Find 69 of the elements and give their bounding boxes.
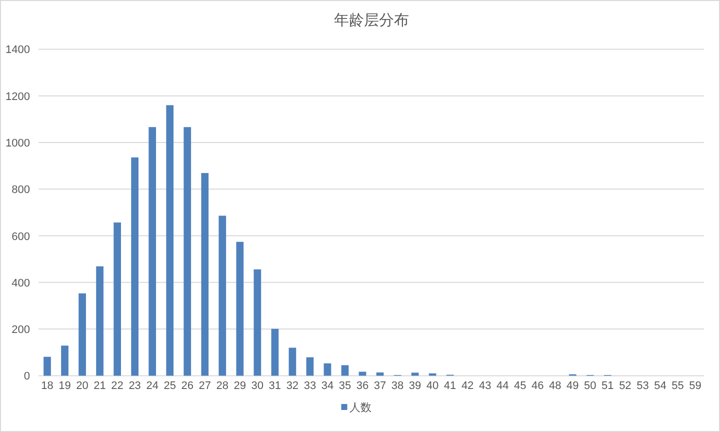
bar xyxy=(114,222,121,376)
y-tick-label: 600 xyxy=(12,230,30,243)
x-tick-label: 21 xyxy=(94,380,106,392)
x-tick-label: 26 xyxy=(181,380,194,392)
bar xyxy=(201,173,209,376)
x-tick-label: 53 xyxy=(636,380,649,392)
y-tick-label: 1200 xyxy=(6,90,30,103)
bar xyxy=(218,216,226,376)
x-tick-label: 52 xyxy=(619,380,632,392)
bar xyxy=(148,127,156,376)
y-tick-label: 400 xyxy=(12,277,30,290)
bar xyxy=(271,328,279,376)
x-tick-label: 46 xyxy=(532,380,544,392)
x-tick-label: 20 xyxy=(76,380,88,392)
bar xyxy=(78,293,86,376)
y-tick-label: 0 xyxy=(24,370,30,383)
bar xyxy=(61,346,68,376)
x-tick-label: 42 xyxy=(461,380,474,392)
x-tick-label: 41 xyxy=(444,380,456,392)
x-tick-label: 25 xyxy=(164,380,176,392)
bar xyxy=(236,242,244,376)
legend-label: 人数 xyxy=(349,402,372,414)
x-tick-label: 34 xyxy=(321,380,334,392)
x-tick-label: 38 xyxy=(391,380,404,392)
x-tick-label: 18 xyxy=(41,380,54,392)
y-tick-label: 800 xyxy=(12,184,30,196)
bar xyxy=(306,357,314,376)
x-tick-label: 55 xyxy=(672,380,684,392)
x-tick-label: 24 xyxy=(146,380,158,392)
bar xyxy=(358,372,366,376)
x-tick-label: 50 xyxy=(584,380,596,392)
x-tick-label: 32 xyxy=(286,380,299,392)
x-tick-label: 37 xyxy=(374,380,386,392)
y-tick-label: 1000 xyxy=(6,137,30,150)
x-tick-label: 33 xyxy=(304,380,316,392)
x-tick-label: 28 xyxy=(216,380,229,392)
x-tick-label: 44 xyxy=(496,380,509,392)
x-tick-label: 43 xyxy=(478,380,492,392)
bar xyxy=(184,127,192,376)
x-tick-label: 35 xyxy=(338,380,352,392)
bar xyxy=(96,266,104,376)
x-tick-label: 40 xyxy=(426,380,439,392)
x-tick-label: 22 xyxy=(111,380,124,392)
x-tick-label: 59 xyxy=(689,380,702,392)
x-tick-label: 36 xyxy=(356,380,369,392)
x-tick-label: 51 xyxy=(602,380,614,392)
legend: 人数 xyxy=(341,402,372,414)
y-tick-label: 1400 xyxy=(6,44,30,56)
x-tick-label: 54 xyxy=(654,380,666,392)
x-tick-label: 27 xyxy=(198,380,211,392)
x-tick-label: 45 xyxy=(514,380,526,392)
bar xyxy=(131,157,138,376)
chart-title: 年龄层分布 xyxy=(334,12,409,29)
x-tick-label: 23 xyxy=(128,380,141,392)
x-tick-label: 29 xyxy=(234,380,246,392)
bar xyxy=(341,365,349,376)
bar xyxy=(411,372,419,376)
bar xyxy=(288,348,296,376)
x-tick-label: 31 xyxy=(268,380,282,392)
x-tick-label: 19 xyxy=(58,380,71,392)
bar xyxy=(324,363,332,376)
y-tick-label: 200 xyxy=(12,324,30,336)
x-tick-label: 48 xyxy=(549,380,562,392)
bar xyxy=(254,269,262,376)
bar xyxy=(166,105,174,376)
bar xyxy=(44,356,51,376)
x-tick-label: 49 xyxy=(566,380,579,392)
x-tick-label: 39 xyxy=(408,380,422,392)
x-tick-label: 30 xyxy=(251,380,264,392)
